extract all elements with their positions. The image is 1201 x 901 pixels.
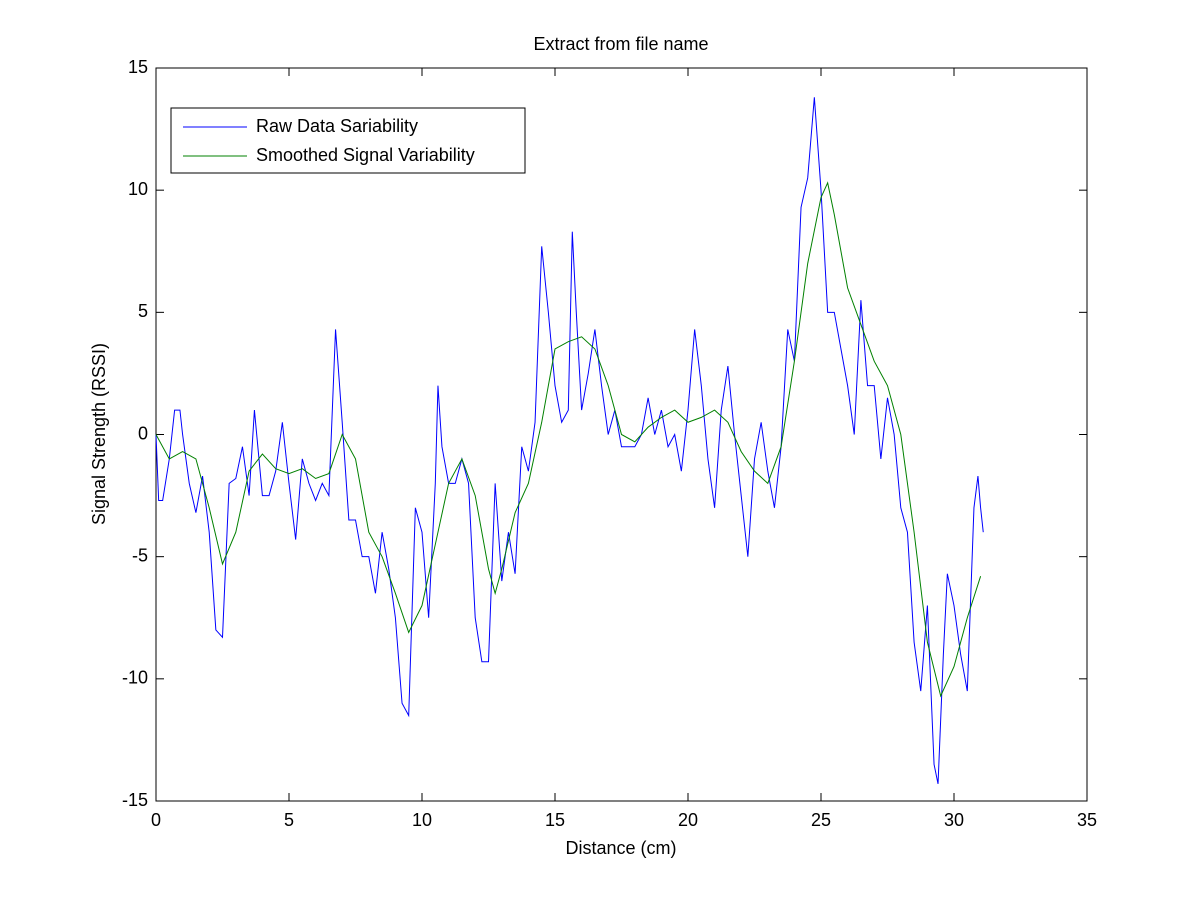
y-tick-label: 0: [138, 423, 148, 443]
y-tick-label: 10: [128, 179, 148, 199]
x-tick-label: 20: [678, 810, 698, 830]
legend-label: Raw Data Sariability: [256, 116, 418, 136]
x-axis-label: Distance (cm): [565, 838, 676, 858]
x-tick-label: 25: [811, 810, 831, 830]
x-tick-label: 0: [151, 810, 161, 830]
y-tick-label: -15: [122, 790, 148, 810]
y-tick-label: -5: [132, 545, 148, 565]
data-line: [155, 181, 982, 698]
y-tick-label: -10: [122, 668, 148, 688]
y-axis-label: Signal Strength (RSSI): [89, 343, 109, 525]
chart-title: Extract from file name: [533, 34, 708, 54]
legend-label: Smoothed Signal Variability: [256, 145, 475, 165]
x-tick-label: 10: [412, 810, 432, 830]
y-tick-label: 15: [128, 57, 148, 77]
x-tick-label: 35: [1077, 810, 1097, 830]
y-tick-label: 5: [138, 301, 148, 321]
x-tick-label: 30: [944, 810, 964, 830]
legend-box: [170, 107, 526, 174]
x-tick-label: 5: [284, 810, 294, 830]
x-tick-label: 15: [545, 810, 565, 830]
